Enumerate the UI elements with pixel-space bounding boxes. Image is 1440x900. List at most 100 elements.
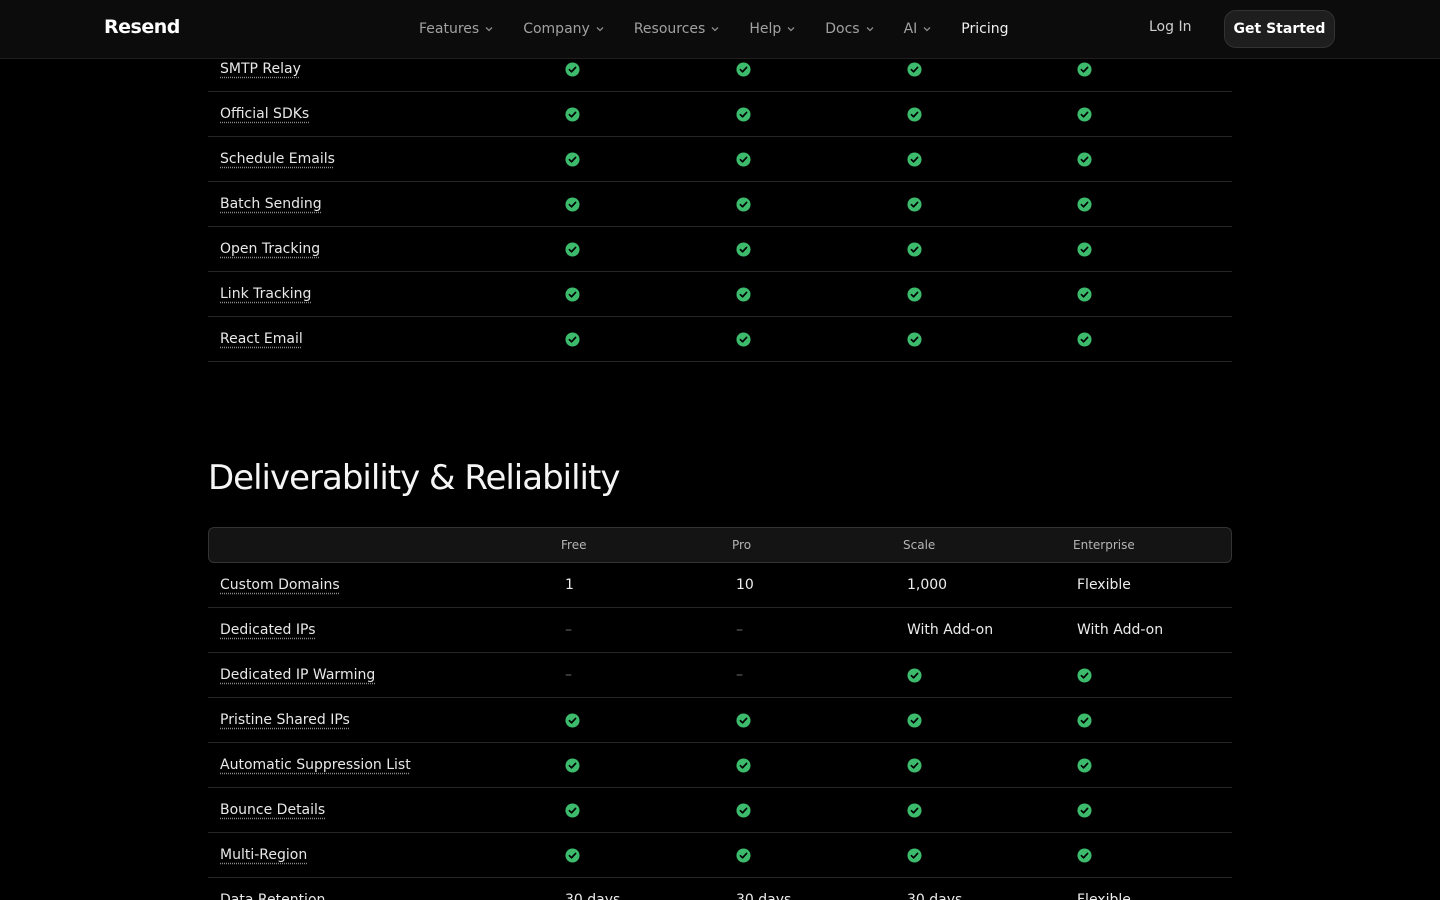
check-icon — [736, 788, 751, 832]
nav-item-resources[interactable]: Resources — [634, 21, 720, 37]
check-icon — [907, 47, 922, 91]
chevron-down-icon — [711, 27, 719, 32]
check-icon — [907, 833, 922, 877]
table-row: Multi-Region — [208, 833, 1232, 878]
nav-item-label: Pricing — [961, 21, 1009, 37]
table-row: Link Tracking — [208, 272, 1232, 317]
check-icon — [1077, 272, 1092, 316]
check-icon — [565, 743, 580, 787]
check-icon — [1077, 653, 1092, 697]
dash-free: – — [565, 608, 572, 652]
check-icon — [1077, 698, 1092, 742]
nav-item-label: Resources — [633, 21, 706, 37]
table-row: Official SDKs — [208, 92, 1232, 137]
feature-name-link[interactable]: Pristine Shared IPs — [220, 712, 350, 728]
check-icon — [736, 182, 751, 226]
check-icon — [736, 47, 751, 91]
check-icon — [565, 47, 580, 91]
table-header: Free Pro Scale Enterprise — [208, 527, 1232, 563]
feature-name-link[interactable]: Dedicated IP Warming — [220, 667, 376, 683]
check-icon — [565, 272, 580, 316]
top-nav: Resend Features Company Resources Help D… — [0, 0, 1440, 59]
dash-value: – — [565, 622, 572, 638]
check-icon — [907, 182, 922, 226]
login-link[interactable]: Log In — [1149, 19, 1192, 35]
nav-item-label: Features — [419, 21, 480, 37]
check-icon — [565, 137, 580, 181]
check-icon — [907, 788, 922, 832]
check-icon — [565, 182, 580, 226]
check-icon — [736, 317, 751, 361]
column-header-free: Free — [561, 538, 587, 552]
check-icon — [565, 227, 580, 271]
dash-pro: – — [736, 608, 743, 652]
nav-item-ai[interactable]: AI — [904, 21, 932, 37]
table-row: Schedule Emails — [208, 137, 1232, 182]
check-icon — [907, 92, 922, 136]
check-icon — [565, 833, 580, 877]
get-started-button[interactable]: Get Started — [1224, 10, 1335, 48]
feature-name-link[interactable]: Bounce Details — [220, 802, 326, 818]
feature-name-link[interactable]: Automatic Suppression List — [220, 757, 411, 773]
check-icon — [736, 833, 751, 877]
feature-name-link[interactable]: Dedicated IPs — [220, 622, 316, 638]
feature-name-link[interactable]: Multi-Region — [220, 847, 308, 863]
chevron-down-icon — [866, 27, 874, 32]
feature-name-link[interactable]: Official SDKs — [220, 106, 310, 122]
nav-item-label: Help — [749, 21, 782, 37]
nav-item-docs[interactable]: Docs — [825, 21, 874, 37]
feature-name-link[interactable]: Open Tracking — [220, 241, 321, 257]
feature-name-link[interactable]: Batch Sending — [220, 196, 322, 212]
check-icon — [565, 698, 580, 742]
feature-name-link[interactable]: React Email — [220, 331, 303, 347]
chevron-down-icon — [485, 27, 493, 32]
check-icon — [736, 137, 751, 181]
table-row: Dedicated IPs – – With Add-on With Add-on — [208, 608, 1232, 653]
feature-name-link[interactable]: Link Tracking — [220, 286, 312, 302]
nav-item-features[interactable]: Features — [419, 21, 493, 37]
feature-name-link[interactable]: Data Retention — [220, 892, 326, 900]
chevron-down-icon — [923, 27, 931, 32]
resend-logo[interactable]: Resend — [104, 16, 180, 38]
cell-value-enterprise: Flexible — [1077, 892, 1131, 900]
check-icon — [1077, 182, 1092, 226]
chevron-down-icon — [787, 27, 795, 32]
table-row: Data Retention 30 days 30 days 30 days Flexi… — [208, 878, 1232, 900]
check-icon — [1077, 833, 1092, 877]
cell-value-pro: 10 — [736, 577, 754, 593]
check-icon — [907, 227, 922, 271]
check-icon — [565, 788, 580, 832]
check-icon — [907, 743, 922, 787]
check-icon — [907, 317, 922, 361]
nav-item-pricing[interactable]: Pricing — [961, 21, 1008, 37]
cell-value-enterprise: With Add-on — [1077, 622, 1164, 638]
check-icon — [1077, 47, 1092, 91]
section-title: Deliverability & Reliability — [208, 458, 620, 498]
column-header-scale: Scale — [903, 538, 936, 552]
nav-item-help[interactable]: Help — [749, 21, 795, 37]
cell-value-enterprise: Flexible — [1077, 577, 1131, 593]
nav-item-label: Company — [523, 21, 590, 37]
table-row: SMTP Relay — [208, 47, 1232, 92]
feature-name-link[interactable]: Custom Domains — [220, 577, 340, 593]
check-icon — [565, 317, 580, 361]
table-row: Custom Domains 1 10 1,000 Flexible — [208, 563, 1232, 608]
cell-value-pro: 30 days — [736, 892, 792, 900]
chevron-down-icon — [596, 27, 604, 32]
feature-name-link[interactable]: Schedule Emails — [220, 151, 335, 167]
cell-value-scale: With Add-on — [907, 622, 994, 638]
check-icon — [736, 698, 751, 742]
column-header-pro: Pro — [732, 538, 752, 552]
table-row: Open Tracking — [208, 227, 1232, 272]
feature-name-link[interactable]: SMTP Relay — [220, 61, 301, 77]
nav-item-company[interactable]: Company — [523, 21, 604, 37]
check-icon — [907, 137, 922, 181]
check-icon — [1077, 743, 1092, 787]
nav-item-label: Docs — [825, 21, 860, 37]
column-header-enterprise: Enterprise — [1073, 538, 1135, 552]
table-row: Pristine Shared IPs — [208, 698, 1232, 743]
table-row: Automatic Suppression List — [208, 743, 1232, 788]
check-icon — [1077, 227, 1092, 271]
features-table: SMTP Relay Official SDKs Schedule Emails Ba… — [208, 47, 1232, 362]
